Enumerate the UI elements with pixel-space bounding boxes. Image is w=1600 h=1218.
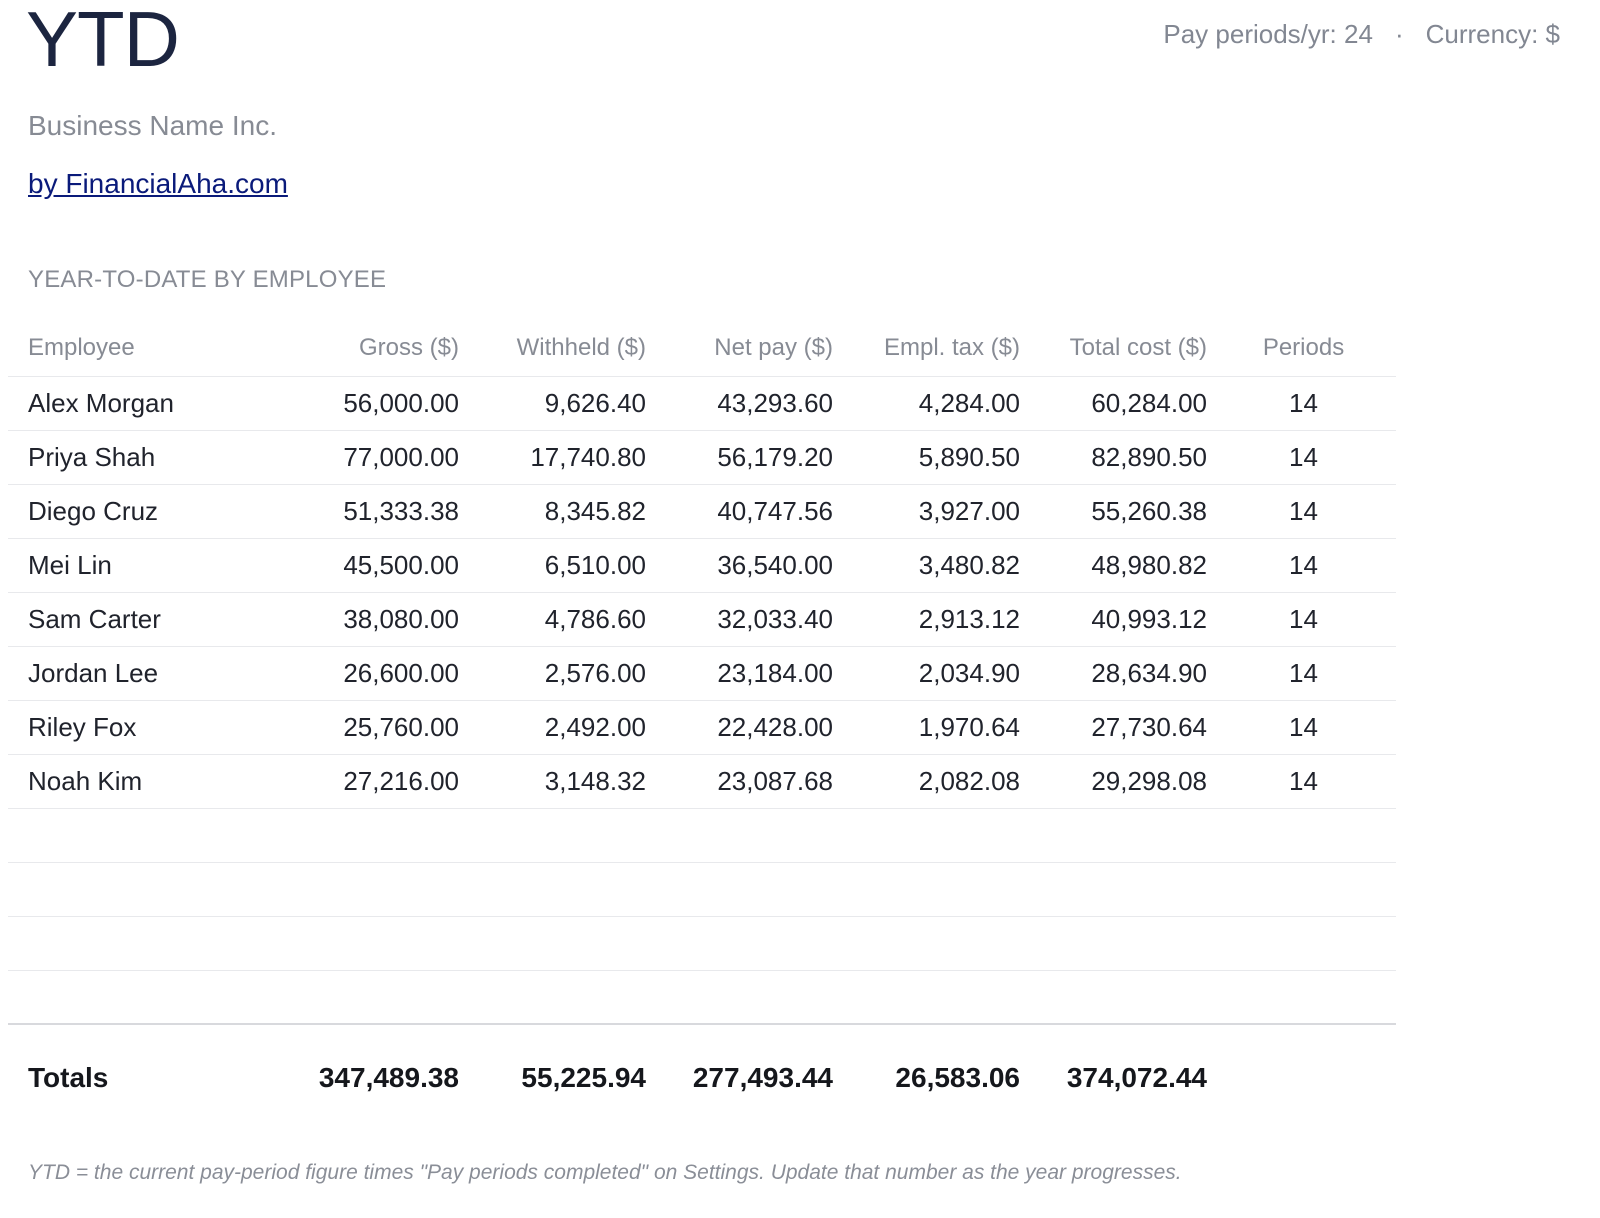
table-header-row: Employee Gross ($) Withheld ($) Net pay … xyxy=(8,320,1396,377)
cell-withheld: 9,626.40 xyxy=(459,376,646,431)
cell-employer-tax: 3,480.82 xyxy=(833,538,1020,593)
cell-employer-tax: 2,082.08 xyxy=(833,754,1020,809)
col-header-withheld: Withheld ($) xyxy=(459,320,646,377)
total-withheld: 55,225.94 xyxy=(459,1023,646,1094)
cell-gross: 51,333.38 xyxy=(278,484,459,539)
cell-periods: 14 xyxy=(1207,754,1396,809)
table-row: Noah Kim 27,216.00 3,148.32 23,087.68 2,… xyxy=(8,754,1396,809)
cell-periods: 14 xyxy=(1207,700,1396,755)
cell-employer-tax: 4,284.00 xyxy=(833,376,1020,431)
currency-label: Currency: $ xyxy=(1425,19,1560,49)
col-header-employer-tax: Empl. tax ($) xyxy=(833,320,1020,377)
empty-cell xyxy=(8,862,1396,917)
financialaha-link[interactable]: by FinancialAha.com xyxy=(28,168,288,199)
empty-cell xyxy=(8,808,1396,863)
table-row: Diego Cruz 51,333.38 8,345.82 40,747.56 … xyxy=(8,484,1396,539)
cell-net-pay: 56,179.20 xyxy=(646,430,833,485)
settings-summary: Pay periods/yr: 24 · Currency: $ xyxy=(1163,19,1560,50)
table-row: Sam Carter 38,080.00 4,786.60 32,033.40 … xyxy=(8,592,1396,647)
empty-cell xyxy=(8,970,1396,1025)
cell-gross: 25,760.00 xyxy=(278,700,459,755)
meta-separator: · xyxy=(1394,19,1404,49)
cell-total-cost: 40,993.12 xyxy=(1020,592,1207,647)
cell-employer-tax: 1,970.64 xyxy=(833,700,1020,755)
business-name: Business Name Inc. xyxy=(28,110,277,141)
cell-employee: Mei Lin xyxy=(8,538,278,593)
cell-withheld: 2,576.00 xyxy=(459,646,646,701)
cell-employee: Jordan Lee xyxy=(8,646,278,701)
empty-row xyxy=(8,970,1396,1025)
cell-periods: 14 xyxy=(1207,592,1396,647)
ytd-employee-table: Employee Gross ($) Withheld ($) Net pay … xyxy=(8,320,1396,1094)
totals-label: Totals xyxy=(8,1023,278,1094)
cell-periods: 14 xyxy=(1207,484,1396,539)
cell-gross: 27,216.00 xyxy=(278,754,459,809)
cell-employee: Riley Fox xyxy=(8,700,278,755)
table-row: Mei Lin 45,500.00 6,510.00 36,540.00 3,4… xyxy=(8,538,1396,593)
cell-periods: 14 xyxy=(1207,646,1396,701)
footnote: YTD = the current pay-period figure time… xyxy=(28,1161,1182,1184)
col-header-total-cost: Total cost ($) xyxy=(1020,320,1207,377)
total-periods xyxy=(1207,1023,1396,1094)
page-title: YTD xyxy=(26,0,180,83)
table-row: Jordan Lee 26,600.00 2,576.00 23,184.00 … xyxy=(8,646,1396,701)
cell-employer-tax: 2,034.90 xyxy=(833,646,1020,701)
cell-net-pay: 23,087.68 xyxy=(646,754,833,809)
cell-withheld: 8,345.82 xyxy=(459,484,646,539)
cell-net-pay: 22,428.00 xyxy=(646,700,833,755)
cell-employer-tax: 5,890.50 xyxy=(833,430,1020,485)
cell-net-pay: 40,747.56 xyxy=(646,484,833,539)
empty-row xyxy=(8,916,1396,971)
total-net-pay: 277,493.44 xyxy=(646,1023,833,1094)
cell-employee: Noah Kim xyxy=(8,754,278,809)
cell-periods: 14 xyxy=(1207,376,1396,431)
total-employer-tax: 26,583.06 xyxy=(833,1023,1020,1094)
cell-gross: 38,080.00 xyxy=(278,592,459,647)
empty-row xyxy=(8,808,1396,863)
table-row: Priya Shah 77,000.00 17,740.80 56,179.20… xyxy=(8,430,1396,485)
cell-periods: 14 xyxy=(1207,538,1396,593)
cell-gross: 26,600.00 xyxy=(278,646,459,701)
col-header-gross: Gross ($) xyxy=(278,320,459,377)
cell-total-cost: 60,284.00 xyxy=(1020,376,1207,431)
total-cost: 374,072.44 xyxy=(1020,1023,1207,1094)
col-header-periods: Periods xyxy=(1207,320,1396,377)
cell-withheld: 6,510.00 xyxy=(459,538,646,593)
cell-total-cost: 29,298.08 xyxy=(1020,754,1207,809)
totals-row: Totals 347,489.38 55,225.94 277,493.44 2… xyxy=(8,1023,1396,1094)
total-gross: 347,489.38 xyxy=(278,1023,459,1094)
col-header-employee: Employee xyxy=(8,320,278,377)
cell-employee: Sam Carter xyxy=(8,592,278,647)
cell-employee: Priya Shah xyxy=(8,430,278,485)
cell-employee: Alex Morgan xyxy=(8,376,278,431)
cell-withheld: 17,740.80 xyxy=(459,430,646,485)
cell-employer-tax: 2,913.12 xyxy=(833,592,1020,647)
cell-total-cost: 82,890.50 xyxy=(1020,430,1207,485)
table-row: Riley Fox 25,760.00 2,492.00 22,428.00 1… xyxy=(8,700,1396,755)
cell-withheld: 2,492.00 xyxy=(459,700,646,755)
col-header-net-pay: Net pay ($) xyxy=(646,320,833,377)
cell-gross: 56,000.00 xyxy=(278,376,459,431)
cell-withheld: 4,786.60 xyxy=(459,592,646,647)
cell-total-cost: 27,730.64 xyxy=(1020,700,1207,755)
cell-periods: 14 xyxy=(1207,430,1396,485)
cell-total-cost: 48,980.82 xyxy=(1020,538,1207,593)
table-row: Alex Morgan 56,000.00 9,626.40 43,293.60… xyxy=(8,376,1396,431)
cell-employer-tax: 3,927.00 xyxy=(833,484,1020,539)
cell-total-cost: 55,260.38 xyxy=(1020,484,1207,539)
pay-periods-label: Pay periods/yr: 24 xyxy=(1163,19,1373,49)
empty-row xyxy=(8,862,1396,917)
cell-employee: Diego Cruz xyxy=(8,484,278,539)
cell-net-pay: 32,033.40 xyxy=(646,592,833,647)
cell-total-cost: 28,634.90 xyxy=(1020,646,1207,701)
empty-cell xyxy=(8,916,1396,971)
cell-net-pay: 36,540.00 xyxy=(646,538,833,593)
cell-gross: 77,000.00 xyxy=(278,430,459,485)
section-heading: YEAR-TO-DATE BY EMPLOYEE xyxy=(28,266,387,293)
cell-net-pay: 43,293.60 xyxy=(646,376,833,431)
cell-gross: 45,500.00 xyxy=(278,538,459,593)
cell-net-pay: 23,184.00 xyxy=(646,646,833,701)
cell-withheld: 3,148.32 xyxy=(459,754,646,809)
